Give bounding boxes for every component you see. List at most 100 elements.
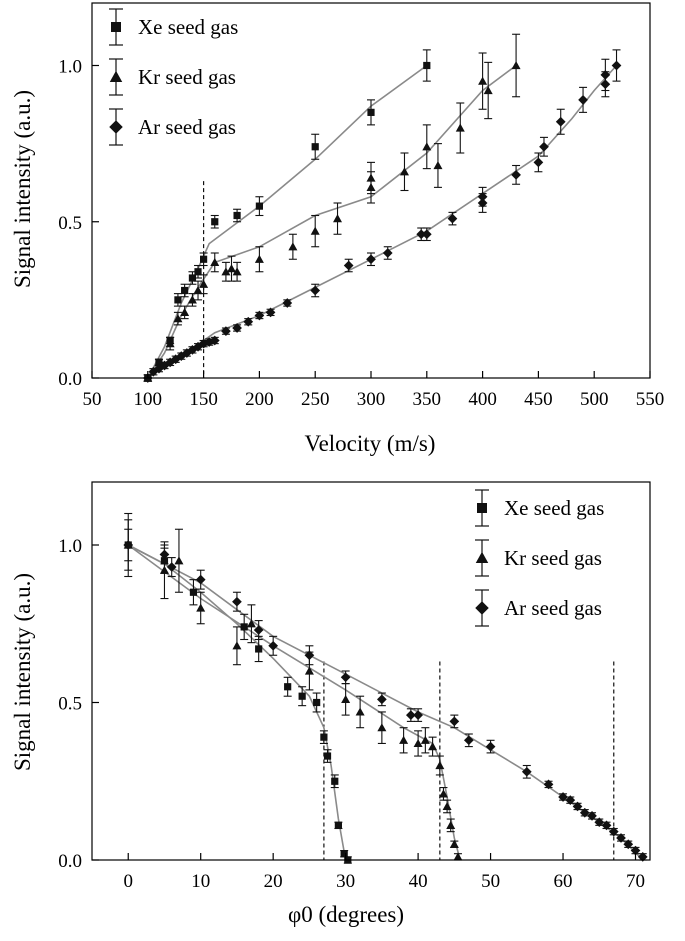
- data-point-diamond: [282, 298, 293, 308]
- data-point-square: [319, 730, 328, 745]
- data-point-diamond: [608, 826, 619, 837]
- data-point-triangle: [399, 152, 409, 192]
- data-point-triangle: [449, 839, 459, 848]
- data-point-square: [240, 613, 249, 641]
- data-point-triangle: [355, 695, 365, 729]
- y-tick-label: 1.0: [58, 536, 82, 557]
- data-point-square: [233, 208, 242, 223]
- y-tick-label: 1.0: [58, 57, 82, 78]
- data-point-square: [367, 99, 375, 126]
- data-point-square: [254, 635, 263, 663]
- data-point-triangle: [478, 52, 488, 110]
- x-tick-label: 550: [636, 389, 665, 410]
- data-point-diamond: [587, 811, 597, 821]
- data-point-diamond: [243, 316, 254, 327]
- data-point-triangle: [288, 233, 298, 260]
- data-point-square: [330, 774, 339, 789]
- data-point-diamond: [477, 186, 488, 207]
- x-tick-label: 250: [301, 389, 330, 410]
- x-tick-label: 10: [191, 871, 210, 892]
- data-point-diamond: [521, 764, 532, 779]
- data-point-diamond: [601, 820, 612, 831]
- data-point-diamond: [511, 164, 521, 185]
- data-point-triangle: [310, 214, 320, 248]
- fit-line-diamond: [127, 544, 644, 861]
- x-tick-label: 50: [481, 871, 500, 892]
- x-tick-label: 20: [264, 871, 283, 892]
- data-point-diamond: [221, 326, 231, 336]
- data-point-square: [173, 293, 182, 307]
- legend-entry-triangle: Kr seed gas: [109, 58, 236, 96]
- x-tick-label: 350: [413, 389, 442, 410]
- x-tick-label: 60: [554, 871, 573, 892]
- data-point-square: [311, 133, 320, 160]
- data-point-triangle: [232, 626, 242, 666]
- data-point-diamond: [413, 708, 423, 722]
- data-point-square: [199, 252, 208, 267]
- data-point-square: [180, 283, 189, 298]
- data-point-square: [255, 196, 264, 217]
- data-point-triangle: [227, 255, 236, 282]
- data-point-square: [210, 214, 219, 229]
- data-point-triangle: [453, 852, 463, 861]
- data-point-square: [334, 821, 343, 830]
- data-point-triangle: [174, 528, 184, 593]
- data-point-diamond: [343, 258, 354, 273]
- legend-entry-square: Xe seed gas: [109, 8, 238, 46]
- x-tick-label: 0: [123, 871, 133, 892]
- data-point-triangle: [377, 711, 387, 745]
- data-point-diamond: [611, 49, 622, 82]
- x-tick-label: 40: [409, 871, 428, 892]
- data-point-square: [340, 849, 349, 858]
- legend-entry-triangle: Kr seed gas: [475, 539, 602, 577]
- legend-entry-diamond: Ar seed gas: [475, 589, 602, 627]
- legend-entry-square: Xe seed gas: [475, 489, 604, 527]
- data-point-square: [312, 692, 321, 713]
- data-point-triangle: [210, 252, 220, 273]
- data-point-diamond: [463, 733, 474, 748]
- data-point-triangle: [366, 161, 376, 195]
- data-point-triangle: [232, 261, 242, 282]
- data-point-triangle: [399, 727, 409, 754]
- legend-entry-diamond: Ar seed gas: [109, 108, 236, 146]
- x-tick-label: 100: [134, 389, 163, 410]
- y-tick-label: 0.5: [58, 213, 82, 234]
- fit-line-square: [147, 64, 428, 379]
- data-point-triangle: [442, 799, 452, 814]
- data-point-triangle: [333, 202, 343, 235]
- x-tick-label: 30: [336, 871, 355, 892]
- data-point-diamond: [159, 544, 170, 565]
- data-point-diamond: [616, 833, 626, 843]
- data-point-diamond: [539, 136, 549, 157]
- data-point-triangle: [187, 293, 197, 307]
- data-point-square: [422, 49, 431, 82]
- x-tick-label: 70: [626, 871, 645, 892]
- data-point-diamond: [232, 591, 242, 612]
- data-point-diamond: [447, 211, 458, 226]
- data-point-square: [298, 686, 307, 707]
- x-axis-title: φ0 (degrees): [288, 902, 404, 927]
- data-point-diamond: [485, 739, 496, 754]
- data-point-diamond: [377, 692, 387, 707]
- data-point-square: [283, 676, 292, 697]
- data-point-diamond: [166, 557, 177, 578]
- data-point-diamond: [623, 839, 634, 850]
- data-point-triangle: [254, 246, 264, 273]
- data-point-diamond: [304, 645, 315, 666]
- data-point-diamond: [579, 807, 590, 818]
- data-point-triangle: [199, 274, 209, 295]
- data-point-triangle: [511, 33, 521, 98]
- data-point-diamond: [366, 252, 376, 267]
- data-point-diamond: [232, 323, 242, 333]
- data-point-triangle: [193, 280, 203, 301]
- x-axis-title: Velocity (m/s): [305, 431, 436, 456]
- data-point-diamond: [340, 670, 351, 685]
- legend-label: Ar seed gas: [138, 115, 236, 139]
- legend: Xe seed gas Kr seed gas Ar seed gas: [475, 489, 604, 627]
- data-point-diamond: [421, 227, 432, 242]
- data-point-diamond: [572, 801, 583, 812]
- data-point-diamond: [254, 310, 265, 321]
- data-point-diamond: [600, 58, 611, 92]
- data-point-diamond: [154, 363, 164, 374]
- legend-label: Xe seed gas: [504, 496, 604, 520]
